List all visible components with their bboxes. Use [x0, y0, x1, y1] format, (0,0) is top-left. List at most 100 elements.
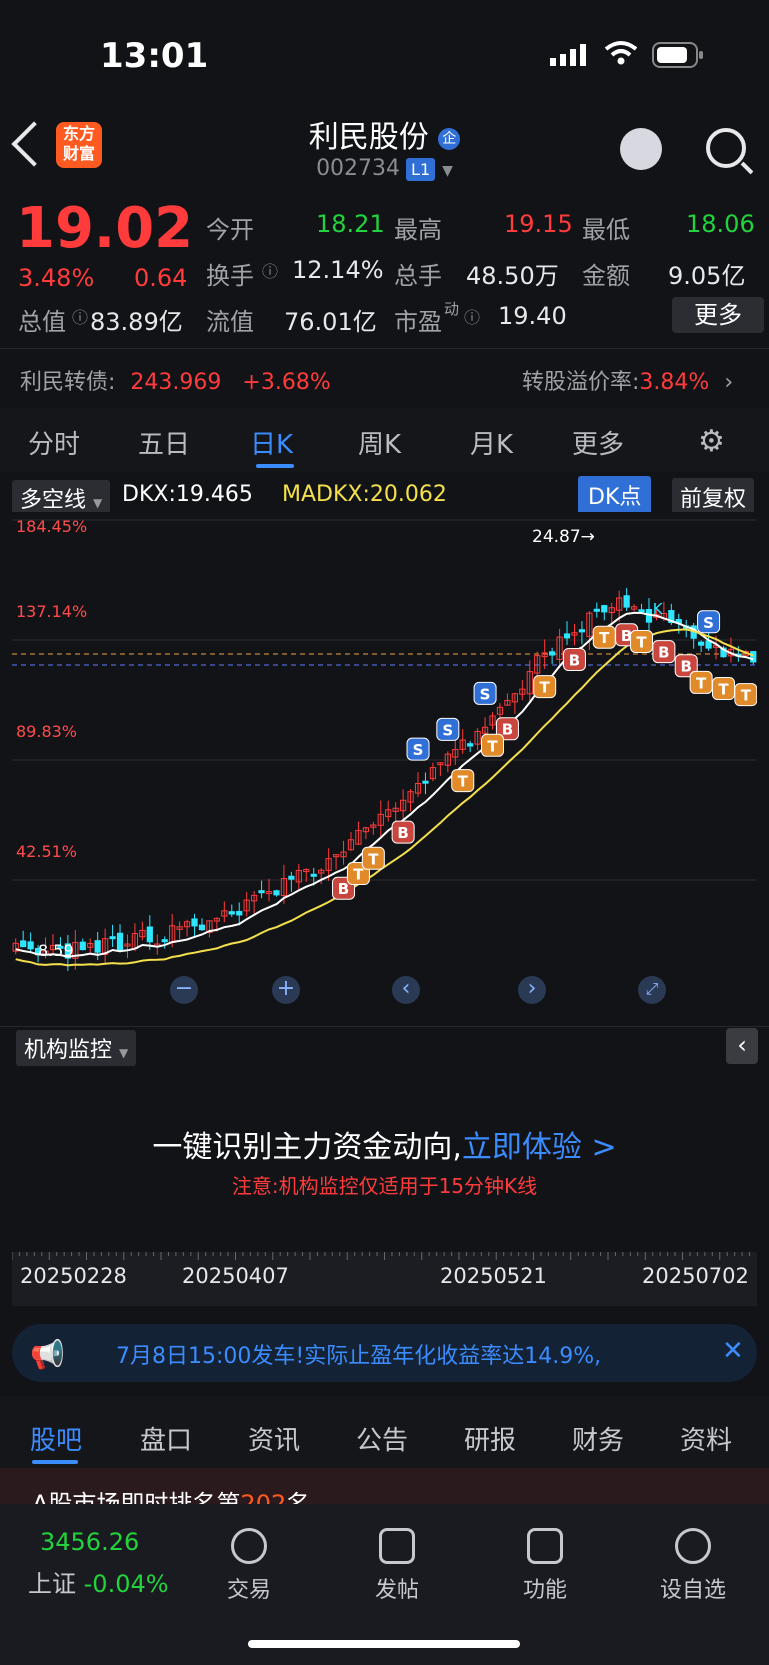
- tab-caiwu[interactable]: 财务: [572, 1426, 625, 1456]
- signal-badge: [697, 610, 721, 634]
- tab-fenshi[interactable]: 分时: [28, 430, 81, 460]
- nav-functions[interactable]: 功能: [490, 1528, 600, 1604]
- tab-ziliao[interactable]: 资料: [680, 1426, 733, 1456]
- tab-daily-k[interactable]: 日K: [250, 430, 294, 460]
- candle-body: [526, 671, 533, 695]
- info-icon[interactable]: ⓘ: [262, 262, 279, 281]
- info-icon[interactable]: ⓘ: [72, 308, 89, 327]
- candle-body: [273, 890, 280, 896]
- candle-body: [20, 940, 27, 948]
- signal-badge: [734, 683, 757, 707]
- tab-pankou[interactable]: 盘口: [140, 1426, 193, 1456]
- tab-yanbao[interactable]: 研报: [464, 1426, 517, 1456]
- signal-badge: [674, 654, 698, 678]
- signal-label: T: [458, 773, 469, 791]
- premium-row[interactable]: 转股溢价率:3.84% ›: [522, 364, 733, 396]
- edit-icon: [379, 1528, 415, 1564]
- nav-add-watchlist[interactable]: 设自选: [638, 1528, 748, 1604]
- float-label: 流值: [206, 308, 254, 336]
- close-icon[interactable]: ✕: [722, 1336, 744, 1366]
- zoom-in-icon[interactable]: +: [272, 976, 300, 1004]
- candle-body: [392, 807, 399, 812]
- tab-zixun[interactable]: 资讯: [248, 1426, 301, 1456]
- candle-body: [64, 943, 71, 959]
- tab-more[interactable]: 更多: [572, 430, 625, 460]
- collapse-panel-icon[interactable]: ‹: [726, 1028, 758, 1064]
- candle-body: [370, 824, 377, 828]
- dk-point-button[interactable]: DK点: [578, 476, 652, 514]
- pe-sup: 动: [444, 300, 460, 318]
- y-axis-label: 137.14%: [16, 602, 87, 621]
- amount-value: 9.05亿: [668, 262, 746, 290]
- candle-body: [102, 938, 109, 955]
- active-tab-indicator: [256, 464, 294, 468]
- rank-promo[interactable]: A股市场即时排名第202名: [0, 1468, 769, 1504]
- tab-monthly-k[interactable]: 月K: [470, 430, 514, 460]
- signal-label: T: [636, 633, 647, 651]
- scroll-right-icon[interactable]: ›: [518, 976, 546, 1004]
- candle-body: [206, 920, 213, 934]
- candle-body: [183, 921, 191, 928]
- adjust-button[interactable]: 前复权: [672, 478, 755, 516]
- robot-assistant-icon[interactable]: [620, 128, 662, 170]
- signal-icon: [550, 44, 590, 66]
- date-label: 20250407: [182, 1264, 289, 1288]
- pe-value: 19.40: [498, 302, 567, 330]
- battery-icon: [652, 42, 704, 72]
- tab-guba[interactable]: 股吧: [30, 1426, 83, 1456]
- enterprise-badge-icon: 企: [438, 127, 461, 150]
- tab-wuri[interactable]: 五日: [138, 430, 191, 460]
- signal-label: S: [442, 721, 453, 739]
- open-label: 今开: [206, 216, 254, 244]
- candle-body: [288, 875, 295, 880]
- signal-badge: [391, 820, 415, 844]
- stock-code-row[interactable]: 002734 L1 ▼: [0, 156, 769, 181]
- candle-body: [422, 780, 429, 784]
- indicator-dropdown[interactable]: 多空线 ▼: [12, 480, 111, 516]
- candle-body: [116, 932, 124, 951]
- candle-body: [258, 890, 265, 894]
- signal-badge: [436, 717, 460, 741]
- promo-banner[interactable]: [12, 1324, 757, 1382]
- signal-label: S: [413, 741, 424, 759]
- candle-body: [139, 929, 146, 938]
- candle-body: [228, 911, 235, 915]
- candle-body: [429, 767, 437, 780]
- level-badge: L1: [406, 157, 436, 181]
- monitor-headline: 一键识别主力资金动向,: [152, 1130, 462, 1165]
- candle-body: [593, 608, 600, 612]
- candle-body: [27, 941, 34, 950]
- tab-gonggao[interactable]: 公告: [356, 1426, 409, 1456]
- search-icon[interactable]: [706, 128, 746, 168]
- chevron-right-icon: ›: [724, 370, 734, 395]
- index-row[interactable]: 上证 -0.04%: [28, 1564, 169, 1599]
- candle-body: [668, 610, 675, 624]
- candle-body: [504, 699, 511, 706]
- high-value: 19.15: [504, 210, 573, 238]
- dkx-value: DKX:19.465: [122, 482, 253, 507]
- signal-badge: [592, 625, 616, 649]
- scroll-left-icon[interactable]: ‹: [392, 976, 420, 1004]
- index-name: 上证: [28, 1570, 76, 1598]
- zoom-out-icon[interactable]: −: [170, 976, 198, 1004]
- tab-weekly-k[interactable]: 周K: [358, 430, 402, 460]
- convertible-bond-row[interactable]: 利民转债: 243.969 +3.68%: [20, 364, 331, 396]
- candle-body: [243, 899, 250, 912]
- signal-label: T: [368, 850, 379, 868]
- candle-body: [176, 926, 183, 930]
- nav-trade[interactable]: 交易: [194, 1528, 304, 1604]
- more-button[interactable]: 更多: [672, 297, 764, 333]
- index-value: 3456.26: [40, 1528, 140, 1556]
- candle-body: [549, 651, 556, 656]
- nav-post[interactable]: 发帖: [342, 1528, 452, 1604]
- try-now-link[interactable]: 立即体验 >: [461, 1130, 617, 1165]
- monitor-note: 注意:机构监控仅适用于15分钟K线: [231, 1174, 538, 1198]
- signal-badge: [481, 733, 505, 757]
- info-icon[interactable]: ⓘ: [464, 308, 481, 327]
- fullscreen-icon[interactable]: ⤢: [638, 976, 666, 1004]
- signal-label: S: [480, 685, 491, 703]
- monitor-dropdown[interactable]: 机构监控 ▼: [16, 1030, 137, 1066]
- candle-body: [198, 924, 206, 931]
- settings-gear-icon[interactable]: ⚙: [698, 424, 725, 459]
